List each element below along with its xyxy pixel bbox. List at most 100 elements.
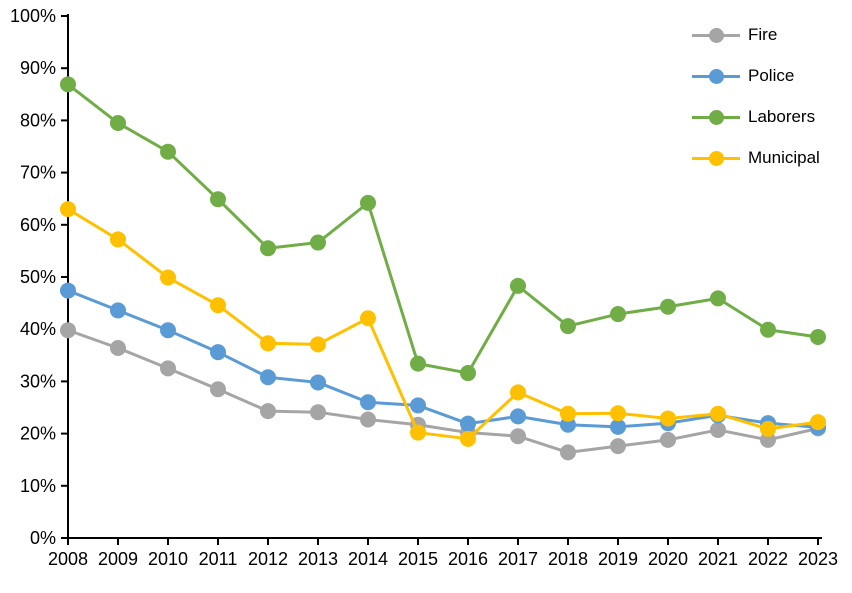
data-point-police — [560, 416, 576, 433]
series-line-laborers — [66, 82, 820, 375]
x-axis-label: 2009 — [98, 549, 138, 569]
x-axis-label: 2008 — [48, 549, 88, 569]
legend-label-police: Police — [748, 66, 795, 85]
x-axis-label: 2018 — [548, 549, 588, 569]
data-point-laborers — [810, 329, 826, 346]
y-axis-label: 40% — [20, 319, 56, 339]
data-point-municipal — [810, 414, 826, 431]
legend-item-municipal: Municipal — [692, 147, 820, 169]
data-point-fire — [710, 421, 726, 438]
data-point-municipal — [560, 405, 576, 422]
data-point-municipal — [460, 430, 476, 447]
data-point-police — [360, 394, 376, 411]
legend-label-fire: Fire — [748, 25, 778, 44]
data-point-fire — [160, 360, 176, 377]
y-axis-label: 90% — [20, 58, 56, 78]
legend-marker-police-icon — [692, 65, 740, 87]
legend-item-police: Police — [692, 65, 820, 87]
x-axis-label: 2010 — [148, 549, 188, 569]
data-point-laborers — [60, 76, 76, 93]
data-point-fire — [560, 444, 576, 461]
y-axis-label: 60% — [20, 215, 56, 235]
y-axis-label: 20% — [20, 424, 56, 444]
data-point-police — [460, 415, 476, 432]
y-axis-label: 100% — [10, 6, 56, 26]
legend-label-laborers: Laborers — [748, 107, 816, 126]
x-axis-label: 2023 — [798, 549, 838, 569]
series-line-police — [66, 289, 820, 429]
data-point-laborers — [160, 143, 176, 160]
data-point-laborers — [460, 365, 476, 382]
y-axis-label: 70% — [20, 163, 56, 183]
data-point-fire — [310, 404, 326, 421]
data-point-police — [60, 282, 76, 299]
legend-marker-municipal-icon — [692, 147, 740, 169]
data-point-municipal — [160, 269, 176, 286]
y-axis-label: 30% — [20, 371, 56, 391]
data-point-municipal — [710, 405, 726, 422]
data-point-laborers — [510, 277, 526, 294]
data-point-police — [210, 344, 226, 361]
data-point-laborers — [210, 191, 226, 208]
series-line-fire — [66, 328, 820, 454]
series-line-municipal — [66, 207, 820, 441]
data-point-laborers — [760, 321, 776, 338]
data-point-fire — [360, 411, 376, 428]
chart-legend: Fire Police Laborers Municipal — [692, 24, 820, 169]
x-axis-label: 2016 — [448, 549, 488, 569]
data-point-fire — [110, 339, 126, 356]
data-point-laborers — [260, 240, 276, 257]
data-point-municipal — [260, 335, 276, 352]
data-point-laborers — [110, 115, 126, 132]
data-point-fire — [260, 403, 276, 420]
data-point-laborers — [310, 234, 326, 251]
legend-marker-fire-icon — [692, 24, 740, 46]
legend-item-fire: Fire — [692, 24, 820, 46]
y-axis-label: 10% — [20, 476, 56, 496]
x-axis-label: 2019 — [598, 549, 638, 569]
data-point-municipal — [760, 420, 776, 437]
data-point-fire — [510, 428, 526, 445]
data-point-laborers — [660, 298, 676, 315]
y-axis-label: 50% — [20, 267, 56, 287]
x-axis-label: 2022 — [748, 549, 788, 569]
data-point-municipal — [60, 201, 76, 218]
data-point-police — [410, 397, 426, 414]
data-point-fire — [660, 431, 676, 448]
data-point-police — [610, 418, 626, 435]
x-axis-label: 2012 — [248, 549, 288, 569]
data-point-fire — [610, 438, 626, 455]
data-point-police — [310, 374, 326, 391]
data-point-police — [510, 408, 526, 425]
data-point-laborers — [710, 290, 726, 307]
x-axis-label: 2014 — [348, 549, 388, 569]
data-point-municipal — [660, 410, 676, 427]
data-point-laborers — [560, 318, 576, 335]
legend-marker-laborers-icon — [692, 106, 740, 128]
data-point-municipal — [410, 424, 426, 441]
data-point-municipal — [110, 231, 126, 248]
data-point-laborers — [410, 355, 426, 372]
x-axis-label: 2015 — [398, 549, 438, 569]
legend-label-municipal: Municipal — [748, 148, 820, 167]
data-point-police — [110, 302, 126, 319]
data-point-fire — [760, 431, 776, 448]
y-axis-label: 0% — [30, 528, 56, 548]
data-point-municipal — [510, 384, 526, 401]
x-axis-label: 2017 — [498, 549, 538, 569]
data-point-laborers — [610, 306, 626, 323]
data-point-police — [160, 322, 176, 339]
x-axis-label: 2021 — [698, 549, 738, 569]
y-axis-label: 80% — [20, 110, 56, 130]
data-point-laborers — [360, 194, 376, 211]
data-point-municipal — [310, 336, 326, 353]
data-point-municipal — [610, 405, 626, 422]
data-point-fire — [60, 322, 76, 339]
legend-item-laborers: Laborers — [692, 106, 820, 128]
x-axis-label: 2013 — [298, 549, 338, 569]
data-point-municipal — [210, 297, 226, 314]
data-point-police — [260, 369, 276, 386]
x-axis-label: 2011 — [199, 549, 238, 569]
